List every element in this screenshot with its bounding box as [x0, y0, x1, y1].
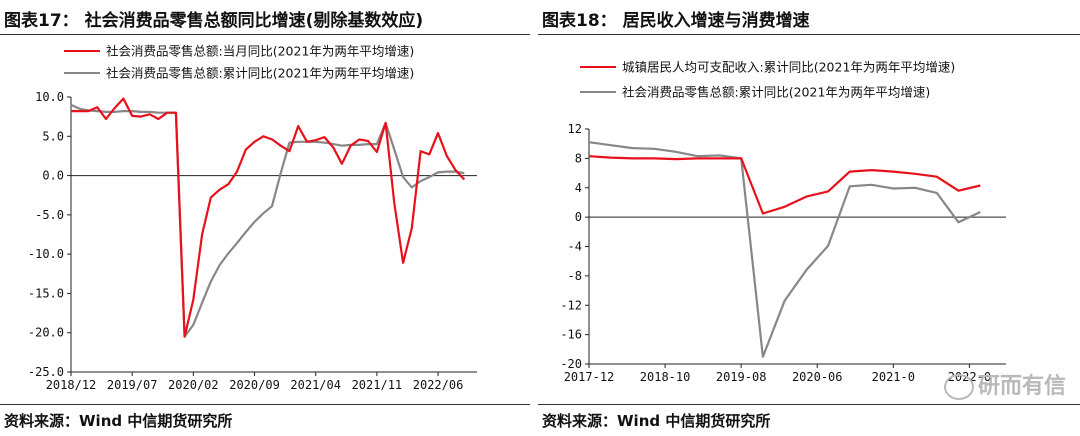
chart-title: 图表18： 居民收入增速与消费增速	[542, 11, 810, 31]
y-tick-label: -20.0	[28, 326, 64, 340]
x-tick-label: 2018-10	[640, 370, 691, 384]
x-tick-label: 2020/02	[168, 378, 219, 392]
source-note: 资料来源：Wind 中信期货研究所	[542, 412, 771, 430]
wechat-icon	[943, 374, 974, 400]
bottom-rule	[0, 404, 530, 405]
source-note: 资料来源：Wind 中信期货研究所	[4, 412, 233, 430]
y-tick-label: 12	[568, 122, 582, 136]
bottom-rule	[538, 404, 1080, 405]
y-tick-label: 4	[575, 181, 582, 195]
x-tick-label: 2022/06	[413, 378, 464, 392]
series-line	[71, 97, 466, 338]
x-tick-label: 2018/12	[46, 378, 97, 392]
y-tick-label: 0.0	[42, 169, 64, 183]
y-tick-label: -8	[568, 269, 582, 283]
y-tick-label: -10.0	[28, 247, 64, 261]
x-tick-label: 2020-06	[792, 370, 843, 384]
legend-label: 社会消费品零售总额:当月同比(2021年为两年平均增速)	[106, 44, 414, 59]
chart-title: 图表17： 社会消费品零售总额同比增速(剔除基数效应)	[4, 11, 424, 31]
chart-panel-2: 图表18： 居民收入增速与消费增速 城镇居民人均可支配收入:累计同比(2021年…	[538, 0, 1080, 436]
y-tick-label: 5.0	[42, 129, 64, 143]
x-tick-label: 2019/07	[107, 378, 158, 392]
y-tick-label: -15.0	[28, 286, 64, 300]
y-tick-label: -12	[560, 298, 582, 312]
chart-1-svg: 社会消费品零售总额:当月同比(2021年为两年平均增速) 社会消费品零售总额:累计…	[28, 44, 477, 392]
legend-label: 社会消费品零售总额:累计同比(2021年为两年平均增速)	[106, 66, 414, 81]
x-tick-label: 2021-0	[872, 370, 915, 384]
series-line	[70, 103, 465, 338]
watermark: 研而有信	[943, 368, 1066, 400]
x-tick-label: 2021/11	[352, 378, 403, 392]
y-tick-label: -4	[568, 240, 582, 254]
series-line	[588, 155, 981, 215]
top-rule	[0, 34, 530, 35]
y-tick-label: 0	[575, 210, 582, 224]
y-tick-label: -16	[560, 328, 582, 342]
top-rule	[538, 34, 1080, 35]
y-tick-label: 8	[575, 151, 582, 165]
chart-2-svg: 城镇居民人均可支配收入:累计同比(2021年为两年平均增速) 社会消费品零售总额:…	[560, 60, 1006, 384]
x-tick-label: 2017-12	[564, 370, 615, 384]
y-tick-label: -5.0	[35, 208, 64, 222]
y-tick-label: -20	[560, 357, 582, 371]
y-tick-label: 10.0	[35, 90, 64, 104]
legend-label: 社会消费品零售总额:累计同比(2021年为两年平均增速)	[622, 85, 930, 100]
x-tick-label: 2021/04	[290, 378, 341, 392]
watermark-text: 研而有信	[977, 374, 1066, 399]
x-tick-label: 2020/09	[229, 378, 280, 392]
chart-panel-1: 图表17： 社会消费品零售总额同比增速(剔除基数效应) 社会消费品零售总额:当月…	[0, 0, 530, 436]
x-tick-label: 2019-08	[716, 370, 767, 384]
legend-label: 城镇居民人均可支配收入:累计同比(2021年为两年平均增速)	[622, 60, 955, 75]
y-tick-label: -25.0	[28, 365, 64, 379]
series-line	[588, 141, 981, 358]
